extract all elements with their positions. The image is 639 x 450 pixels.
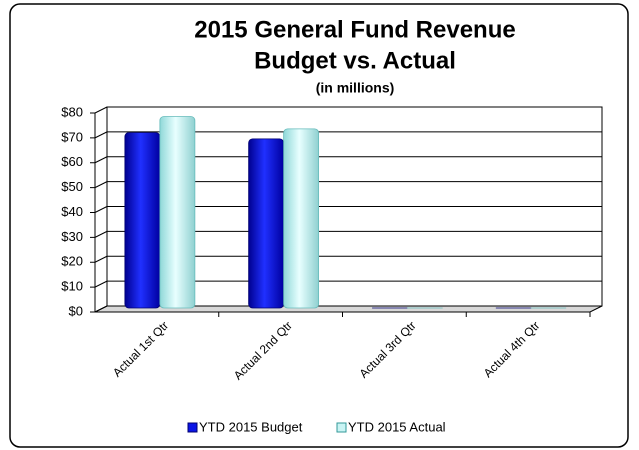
unit-note: (in millions)	[316, 80, 395, 96]
grid-line-side	[94, 206, 108, 213]
y-tick-label: $20	[61, 254, 83, 269]
grid-line-side	[94, 255, 108, 263]
legend-swatch	[187, 422, 198, 433]
bar	[159, 116, 196, 309]
grid-line-side	[94, 106, 108, 114]
legend-label: YTD 2015 Actual	[348, 419, 446, 434]
y-tick-label: $70	[61, 129, 83, 144]
y-tick-label: $10	[61, 279, 83, 294]
bar	[283, 128, 320, 309]
y-tick-label: $60	[61, 154, 83, 169]
chart-subtitle: Budget vs. Actual	[254, 47, 456, 74]
bar	[124, 132, 161, 309]
bar	[248, 138, 285, 309]
chart-title: 2015 General Fund Revenue	[194, 16, 515, 43]
grid-line-side	[94, 230, 108, 238]
grid-line-side	[94, 280, 108, 288]
y-tick-label: $80	[61, 104, 83, 119]
grid-line-side	[94, 156, 108, 164]
grid-line-side	[94, 181, 108, 189]
legend-swatch	[336, 422, 347, 433]
y-tick-label: $50	[61, 179, 83, 194]
y-tick-label: $40	[61, 204, 83, 219]
y-tick-label: $0	[69, 303, 83, 318]
grid-line-side	[94, 131, 108, 139]
y-tick-label: $30	[61, 229, 83, 244]
grid-line-side	[94, 305, 108, 313]
legend-label: YTD 2015 Budget	[199, 419, 303, 434]
